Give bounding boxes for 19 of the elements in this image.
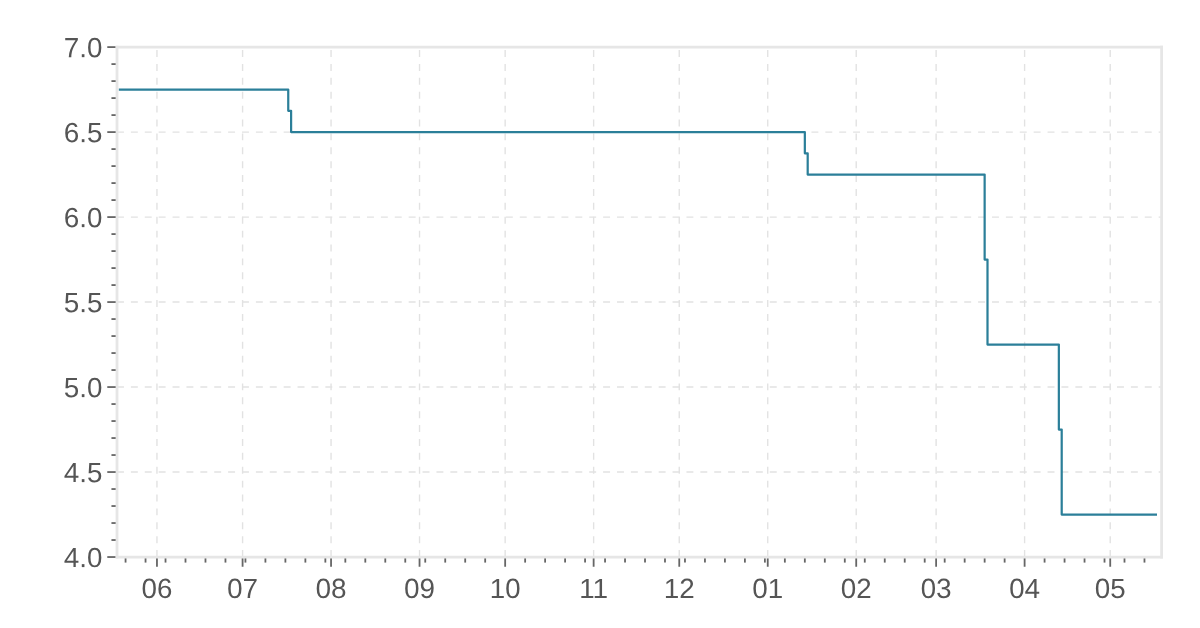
x-tick-label: 08 (316, 578, 346, 599)
y-tick-label: 4.0 (64, 547, 102, 568)
y-tick-label: 7.0 (65, 37, 102, 58)
x-tick-label: 02 (841, 578, 871, 599)
x-tick-label: 10 (491, 578, 520, 599)
y-tick-label: 6.0 (65, 207, 102, 228)
y-tick-label: 5.0 (64, 377, 102, 398)
x-tick-label: 06 (142, 578, 172, 599)
x-tick-label: 03 (921, 578, 951, 599)
x-tick-label: 05 (1095, 578, 1125, 599)
x-tick-label: 11 (581, 578, 607, 598)
x-tick-label: 01 (753, 578, 782, 599)
x-tick-label: 07 (228, 578, 257, 599)
x-tick-label: 04 (1010, 578, 1040, 599)
y-tick-label: 6.5 (65, 122, 102, 143)
y-tick-label: 5.5 (64, 293, 102, 313)
x-tick-label: 12 (665, 578, 694, 598)
x-tick-label: 09 (405, 578, 434, 599)
y-tick-label: 4.5 (64, 463, 102, 483)
